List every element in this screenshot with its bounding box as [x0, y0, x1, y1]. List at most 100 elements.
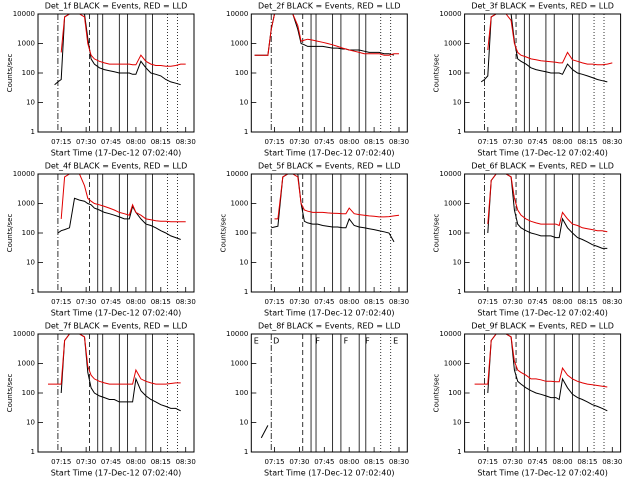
x-tick-label: 08:15 [151, 298, 171, 306]
y-tick-label: 100 [235, 69, 248, 77]
y-tick-label: 10000 [439, 10, 461, 18]
annotation: E [393, 337, 398, 346]
annotation: E [254, 337, 259, 346]
y-tick-label: 10 [26, 419, 35, 427]
y-tick-label: 1 [244, 448, 248, 456]
x-axis-label: Start Time (17-Dec-12 07:02:40) [264, 469, 395, 478]
y-tick-label: 1000 [17, 360, 35, 368]
chart-title: Det_6f BLACK = Events, RED = LLD [471, 162, 614, 171]
y-tick-label: 1000 [17, 200, 35, 208]
y-tick-label: 10 [26, 99, 35, 107]
y-axis-label: Counts/sec [6, 374, 14, 413]
chart-title: Det_4f BLACK = Events, RED = LLD [45, 162, 188, 171]
y-tick-label: 1000 [444, 360, 462, 368]
series-line [60, 333, 181, 412]
x-tick-label: 08:15 [364, 458, 384, 466]
x-axis-label: Start Time (17-Dec-12 07:02:40) [264, 149, 395, 158]
x-tick-label: 07:30 [289, 138, 309, 146]
x-tick-label: 08:00 [552, 458, 572, 466]
series-line [60, 173, 186, 223]
plot-frame [37, 13, 195, 133]
series-line [480, 13, 608, 83]
x-tick-label: 07:45 [101, 298, 121, 306]
y-tick-label: 1 [457, 128, 461, 136]
y-tick-label: 10 [453, 259, 462, 267]
x-tick-label: 07:45 [528, 458, 548, 466]
x-tick-label: 07:30 [503, 298, 523, 306]
chart-title: Det_2f BLACK = Events, RED = LLD [258, 2, 401, 11]
y-tick-label: 10000 [13, 10, 35, 18]
x-axis-label: Start Time (17-Dec-12 07:02:40) [477, 309, 608, 318]
x-tick-label: 07:45 [528, 138, 548, 146]
chart-title: Det_5f BLACK = Events, RED = LLD [258, 162, 401, 171]
series-line [487, 333, 608, 412]
y-axis-label: Counts/sec [433, 374, 441, 413]
y-tick-label: 1000 [444, 200, 462, 208]
y-tick-label: 100 [22, 69, 35, 77]
x-tick-label: 08:15 [577, 458, 597, 466]
y-axis-label: Counts/sec [6, 54, 14, 93]
x-tick-label: 07:30 [76, 458, 96, 466]
plot-frame [250, 13, 408, 133]
series-line [487, 173, 608, 233]
annotation: F [344, 337, 349, 346]
y-tick-label: 10000 [226, 170, 248, 178]
chart-title: Det_9f BLACK = Events, RED = LLD [471, 322, 614, 331]
series-line [487, 13, 613, 66]
x-tick-label: 08:15 [151, 138, 171, 146]
x-tick-label: 08:30 [176, 138, 196, 146]
x-tick-label: 07:45 [314, 138, 334, 146]
x-tick-label: 08:00 [552, 138, 572, 146]
x-tick-label: 07:15 [51, 298, 71, 306]
y-tick-label: 100 [448, 229, 461, 237]
x-tick-label: 08:15 [577, 298, 597, 306]
x-tick-label: 07:30 [76, 138, 96, 146]
series-line [48, 333, 181, 385]
x-tick-label: 07:15 [264, 138, 284, 146]
y-tick-label: 10 [239, 99, 248, 107]
plot-frame [464, 333, 622, 453]
chart-title: Det_3f BLACK = Events, RED = LLD [471, 2, 614, 11]
y-tick-label: 100 [448, 69, 461, 77]
y-tick-label: 10 [239, 259, 248, 267]
x-tick-label: 08:00 [339, 298, 359, 306]
plot-frame [250, 173, 408, 293]
x-tick-label: 08:30 [389, 138, 409, 146]
chart-title: Det_7f BLACK = Events, RED = LLD [45, 322, 188, 331]
y-tick-label: 1000 [230, 360, 248, 368]
x-tick-label: 07:45 [101, 458, 121, 466]
series-line [57, 197, 181, 240]
plot-frame [464, 13, 622, 133]
x-tick-label: 08:30 [176, 298, 196, 306]
series-line [254, 13, 399, 56]
y-tick-label: 1 [457, 288, 461, 296]
y-tick-label: 100 [22, 229, 35, 237]
y-tick-label: 100 [235, 229, 248, 237]
series-line [60, 13, 186, 67]
annotation: F [315, 337, 320, 346]
plot-frame [250, 333, 408, 453]
x-tick-label: 07:15 [264, 458, 284, 466]
y-tick-label: 10000 [226, 330, 248, 338]
x-tick-label: 07:15 [478, 138, 498, 146]
chart-title: Det_8f BLACK = Events, RED = LLD [258, 322, 401, 331]
y-tick-label: 10000 [439, 170, 461, 178]
plot-frame [464, 173, 622, 293]
y-tick-label: 1 [244, 288, 248, 296]
y-tick-label: 1 [244, 128, 248, 136]
y-tick-label: 10000 [226, 10, 248, 18]
y-tick-label: 10000 [13, 330, 35, 338]
y-tick-label: 10000 [439, 330, 461, 338]
x-tick-label: 07:15 [51, 138, 71, 146]
y-tick-label: 1 [31, 128, 35, 136]
x-tick-label: 07:30 [289, 458, 309, 466]
x-tick-label: 07:30 [76, 298, 96, 306]
x-tick-label: 07:15 [51, 458, 71, 466]
y-tick-label: 100 [22, 389, 35, 397]
x-axis-label: Start Time (17-Dec-12 07:02:40) [264, 309, 395, 318]
x-axis-label: Start Time (17-Dec-12 07:02:40) [477, 149, 608, 158]
x-tick-label: 08:30 [602, 138, 622, 146]
x-tick-label: 08:30 [389, 458, 409, 466]
chart-title: Det_1f BLACK = Events, RED = LLD [45, 2, 188, 11]
